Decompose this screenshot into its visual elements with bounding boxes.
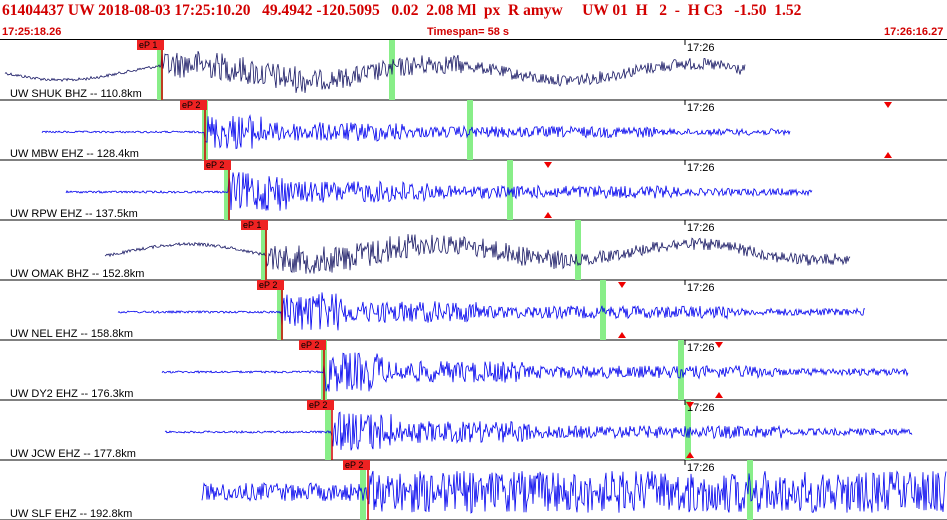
amplitude-marker: [544, 162, 552, 168]
waveform-trace: [104, 234, 851, 275]
waveform-trace: [65, 172, 813, 211]
pick-label: eP 2: [182, 100, 200, 110]
phase-marker: [747, 460, 753, 520]
pick-label-box: [307, 400, 334, 410]
time-tick-label: 17:26: [687, 462, 715, 474]
amplitude-marker: [715, 392, 723, 398]
pick-label-box: [343, 460, 370, 470]
time-tick-label: 17:26: [687, 42, 715, 54]
phase-marker: [261, 220, 267, 280]
pick-label: eP 2: [309, 400, 327, 410]
start-time: 17:25:18.26: [2, 26, 62, 38]
amplitude-marker: [618, 332, 626, 338]
amplitude-marker: [715, 342, 723, 348]
station-label: UW MBW EHZ -- 128.4km: [10, 148, 139, 160]
pick-label-box: [257, 280, 284, 290]
station-label: UW SLF EHZ -- 192.8km: [10, 508, 132, 520]
waveform-trace: [41, 114, 791, 150]
event-title: 61404437 UW 2018-08-03 17:25:10.20 49.49…: [2, 2, 802, 19]
pick-label: eP 2: [301, 340, 319, 350]
phase-marker: [360, 460, 366, 520]
pick-label-box: [241, 220, 268, 230]
station-label: UW RPW EHZ -- 137.5km: [10, 208, 138, 220]
pick-label: eP 1: [243, 220, 261, 230]
amplitude-marker: [544, 212, 552, 218]
waveform-trace: [117, 292, 866, 331]
phase-marker: [325, 400, 331, 460]
amplitude-marker: [884, 102, 892, 108]
phase-marker: [575, 220, 581, 280]
timespan-label: Timespan= 58 s: [427, 26, 510, 38]
header-divider: [0, 39, 947, 40]
time-tick-label: 17:26: [687, 162, 715, 174]
station-label: UW JCW EHZ -- 177.8km: [10, 448, 136, 460]
amplitude-marker: [686, 452, 694, 458]
time-tick-label: 17:26: [687, 282, 715, 294]
amplitude-marker: [618, 282, 626, 288]
station-label: UW SHUK BHZ -- 110.8km: [10, 88, 142, 100]
waveform-trace: [201, 470, 947, 514]
waveform-trace: [164, 411, 913, 451]
waveform-trace: [161, 352, 909, 392]
station-label: UW OMAK BHZ -- 152.8km: [10, 268, 144, 280]
pick-label: eP 2: [206, 160, 224, 170]
phase-marker: [277, 280, 283, 340]
station-label: UW DY2 EHZ -- 176.3km: [10, 388, 133, 400]
time-tick-label: 17:26: [687, 402, 715, 414]
pick-label-box: [204, 160, 231, 170]
station-label: UW NEL EHZ -- 158.8km: [10, 328, 133, 340]
phase-marker: [224, 160, 230, 220]
time-tick-label: 17:26: [687, 222, 715, 234]
amplitude-marker: [686, 402, 694, 408]
waveform-trace: [4, 50, 746, 94]
event-header: 61404437 UW 2018-08-03 17:25:10.20 49.49…: [0, 0, 947, 26]
amplitude-marker: [884, 152, 892, 158]
time-tick-label: 17:26: [687, 342, 715, 354]
pick-label-box: [299, 340, 326, 350]
end-time: 17:26:16.27: [884, 26, 944, 38]
pick-label-box: [137, 40, 164, 50]
time-tick-label: 17:26: [687, 102, 715, 114]
pick-label-box: [180, 100, 207, 110]
pick-label: eP 2: [345, 460, 363, 470]
phase-marker: [157, 40, 163, 100]
pick-label: eP 1: [139, 40, 157, 50]
pick-label: eP 2: [259, 280, 277, 290]
